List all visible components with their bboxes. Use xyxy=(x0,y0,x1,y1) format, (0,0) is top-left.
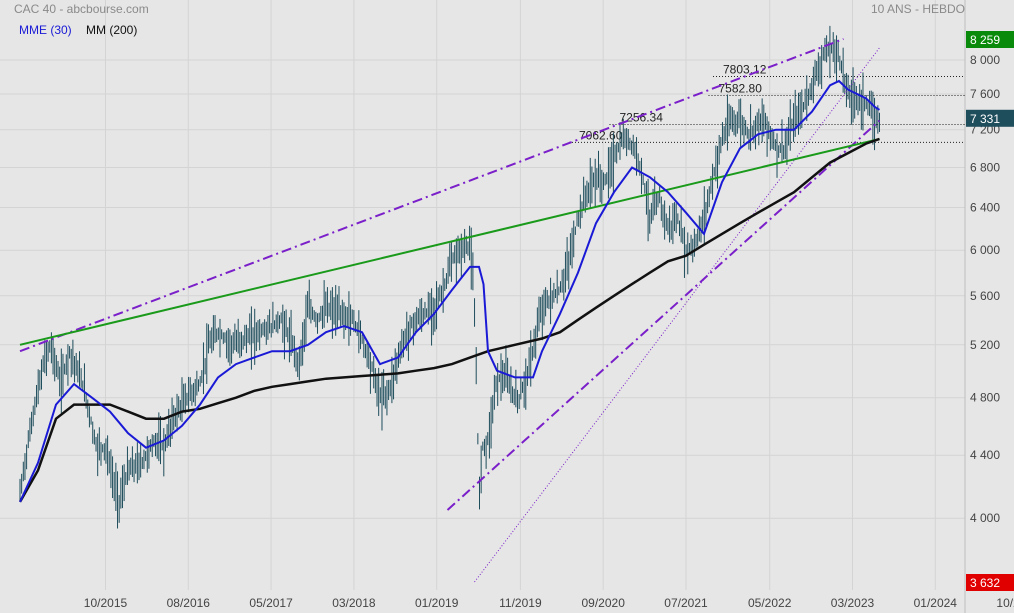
y-tick-label: 7 600 xyxy=(970,87,1000,101)
x-tick-label: 05/2022 xyxy=(748,596,792,610)
last-value-badge-label: 7 331 xyxy=(970,112,1000,126)
trend-lines xyxy=(19,38,881,583)
x-tick-label: 01/2019 xyxy=(415,596,459,610)
axes: 4 000 4 400 4 800 5 200 5 600 6 000 6 400 6 800… xyxy=(84,0,1014,613)
trendline-upper-channel xyxy=(19,38,844,353)
trendline-lower-dotted xyxy=(474,47,880,583)
x-tick-label: 07/2021 xyxy=(664,596,708,610)
x-tick-label: 10/2015 xyxy=(84,596,128,610)
x-tick-label: 08/2016 xyxy=(167,596,211,610)
y-tick-label: 6 800 xyxy=(970,160,1000,174)
x-tick-label: 05/2017 xyxy=(249,596,293,610)
trendline-support xyxy=(19,137,880,346)
x-tick-label: 03/2018 xyxy=(332,596,376,610)
level-label: 7803.12 xyxy=(723,63,767,77)
y-tick-label: 4 000 xyxy=(970,511,1000,525)
high-badge xyxy=(966,31,1014,48)
legend-mm200[interactable]: MM (200) xyxy=(86,23,137,37)
price-series xyxy=(19,25,880,529)
x-tick-label: 01/2024 xyxy=(914,596,958,610)
mm200-line xyxy=(18,137,880,503)
x-tick-label: 10/2024 xyxy=(996,596,1014,610)
level-label: 7582.80 xyxy=(719,81,763,95)
last-value-badge xyxy=(966,109,1014,127)
high-badge-label: 8 259 xyxy=(970,33,1000,47)
low-badge xyxy=(966,574,1014,591)
chart-period: 10 ANS - HEBDO xyxy=(871,2,965,16)
trendline-lower-channel xyxy=(446,119,881,511)
y-tick-label: 4 400 xyxy=(970,448,1000,462)
y-tick-label: 8 000 xyxy=(970,53,1000,67)
level-label: 7256.34 xyxy=(620,111,664,125)
y-tick-label: 6 400 xyxy=(970,201,1000,215)
y-tick-label: 5 600 xyxy=(970,289,1000,303)
grid xyxy=(0,0,965,590)
chart-title: CAC 40 - abcbourse.com xyxy=(14,2,149,16)
x-tick-label: 03/2023 xyxy=(831,596,875,610)
y-tick-label: 4 800 xyxy=(970,391,1000,405)
low-badge-label: 3 632 xyxy=(970,576,1000,590)
legend-mme30[interactable]: MME (30) xyxy=(19,23,72,37)
mme30-line xyxy=(19,79,881,503)
level-label: 7062.60 xyxy=(579,128,623,142)
y-tick-label: 5 200 xyxy=(970,338,1000,352)
moving-averages xyxy=(18,79,881,503)
x-tick-label: 11/2019 xyxy=(499,596,542,610)
y-tick-label: 6 000 xyxy=(970,243,1000,257)
x-tick-label: 09/2020 xyxy=(582,596,626,610)
